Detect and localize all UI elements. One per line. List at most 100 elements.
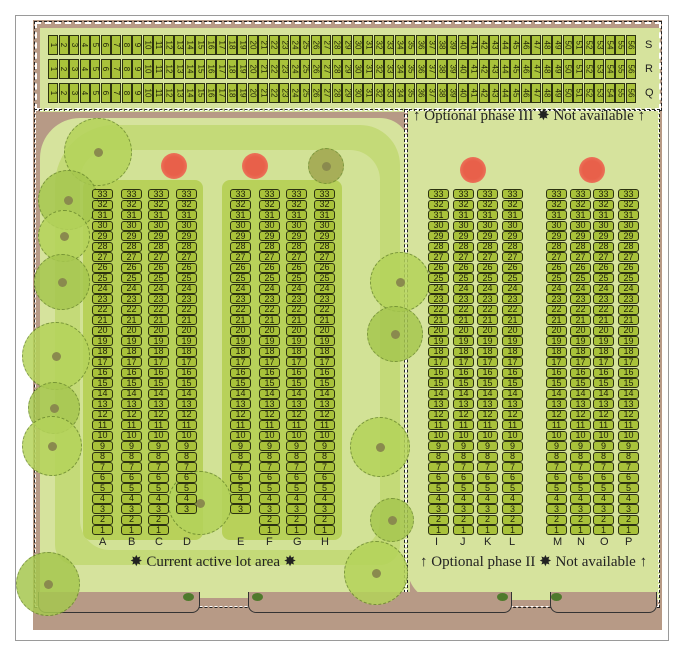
lot-L14[interactable]: 14 <box>502 388 523 399</box>
lot-Q32[interactable]: 32 <box>373 83 384 103</box>
lot-H26[interactable]: 26 <box>314 262 335 273</box>
lot-D19[interactable]: 19 <box>176 336 197 346</box>
lot-H33[interactable]: 33 <box>314 189 335 199</box>
lot-S6[interactable]: 6 <box>100 35 111 55</box>
lot-F17[interactable]: 17 <box>259 357 280 367</box>
lot-C12[interactable]: 12 <box>148 409 169 420</box>
lot-J4[interactable]: 4 <box>453 493 474 504</box>
lot-H31[interactable]: 31 <box>314 210 335 220</box>
lot-J15[interactable]: 15 <box>453 378 474 388</box>
lot-P9[interactable]: 9 <box>618 441 639 451</box>
lot-S24[interactable]: 24 <box>289 35 300 55</box>
lot-F1[interactable]: 1 <box>259 525 280 535</box>
lot-C16[interactable]: 16 <box>148 367 169 378</box>
lot-D30[interactable]: 30 <box>176 220 197 231</box>
lot-N13[interactable]: 13 <box>570 399 591 409</box>
lot-I9[interactable]: 9 <box>428 441 449 451</box>
lot-R1[interactable]: 1 <box>48 59 58 79</box>
lot-M24[interactable]: 24 <box>546 283 567 294</box>
lot-D22[interactable]: 22 <box>176 304 197 315</box>
lot-M4[interactable]: 4 <box>546 493 567 504</box>
lot-I4[interactable]: 4 <box>428 493 449 504</box>
lot-J29[interactable]: 29 <box>453 231 474 241</box>
lot-R15[interactable]: 15 <box>195 59 205 79</box>
lot-P2[interactable]: 2 <box>618 514 639 525</box>
lot-B25[interactable]: 25 <box>121 273 142 283</box>
lot-P19[interactable]: 19 <box>618 336 639 346</box>
lot-H3[interactable]: 3 <box>314 504 335 514</box>
lot-O23[interactable]: 23 <box>593 294 614 304</box>
lot-P6[interactable]: 6 <box>618 472 639 483</box>
lot-E6[interactable]: 6 <box>230 472 251 483</box>
lot-L2[interactable]: 2 <box>502 514 523 525</box>
lot-R46[interactable]: 46 <box>520 59 531 79</box>
lot-Q9[interactable]: 9 <box>132 83 142 103</box>
lot-P16[interactable]: 16 <box>618 367 639 378</box>
lot-G12[interactable]: 12 <box>286 409 307 420</box>
lot-F22[interactable]: 22 <box>259 304 280 315</box>
lot-F18[interactable]: 18 <box>259 346 280 357</box>
lot-B7[interactable]: 7 <box>121 462 142 472</box>
lot-H23[interactable]: 23 <box>314 294 335 304</box>
lot-E30[interactable]: 30 <box>230 220 251 231</box>
lot-E27[interactable]: 27 <box>230 252 251 262</box>
lot-R12[interactable]: 12 <box>163 59 174 79</box>
lot-R8[interactable]: 8 <box>121 59 132 79</box>
lot-R5[interactable]: 5 <box>90 59 100 79</box>
lot-R31[interactable]: 31 <box>363 59 373 79</box>
lot-J31[interactable]: 31 <box>453 210 474 220</box>
lot-N23[interactable]: 23 <box>570 294 591 304</box>
lot-P18[interactable]: 18 <box>618 346 639 357</box>
lot-F16[interactable]: 16 <box>259 367 280 378</box>
lot-K10[interactable]: 10 <box>477 430 498 441</box>
lot-M27[interactable]: 27 <box>546 252 567 262</box>
lot-G19[interactable]: 19 <box>286 336 307 346</box>
lot-S43[interactable]: 43 <box>489 35 499 55</box>
lot-H6[interactable]: 6 <box>314 472 335 483</box>
lot-O12[interactable]: 12 <box>593 409 614 420</box>
lot-C1[interactable]: 1 <box>148 525 169 535</box>
lot-F3[interactable]: 3 <box>259 504 280 514</box>
lot-R36[interactable]: 36 <box>415 59 426 79</box>
lot-G2[interactable]: 2 <box>286 514 307 525</box>
lot-M22[interactable]: 22 <box>546 304 567 315</box>
lot-Q27[interactable]: 27 <box>321 83 331 103</box>
lot-D29[interactable]: 29 <box>176 231 197 241</box>
lot-S21[interactable]: 21 <box>258 35 268 55</box>
lot-L24[interactable]: 24 <box>502 283 523 294</box>
lot-D4[interactable]: 4 <box>176 493 197 504</box>
lot-K1[interactable]: 1 <box>477 525 498 535</box>
lot-H12[interactable]: 12 <box>314 409 335 420</box>
lot-F23[interactable]: 23 <box>259 294 280 304</box>
lot-R44[interactable]: 44 <box>499 59 510 79</box>
lot-N27[interactable]: 27 <box>570 252 591 262</box>
lot-C13[interactable]: 13 <box>148 399 169 409</box>
lot-G11[interactable]: 11 <box>286 420 307 430</box>
lot-K16[interactable]: 16 <box>477 367 498 378</box>
lot-K21[interactable]: 21 <box>477 315 498 325</box>
lot-K29[interactable]: 29 <box>477 231 498 241</box>
lot-L5[interactable]: 5 <box>502 483 523 493</box>
lot-F27[interactable]: 27 <box>259 252 280 262</box>
lot-E22[interactable]: 22 <box>230 304 251 315</box>
lot-P20[interactable]: 20 <box>618 325 639 336</box>
lot-S2[interactable]: 2 <box>58 35 69 55</box>
lot-B6[interactable]: 6 <box>121 472 142 483</box>
lot-K6[interactable]: 6 <box>477 472 498 483</box>
lot-Q26[interactable]: 26 <box>310 83 321 103</box>
lot-S17[interactable]: 17 <box>216 35 226 55</box>
lot-B32[interactable]: 32 <box>121 199 142 210</box>
lot-D31[interactable]: 31 <box>176 210 197 220</box>
lot-O32[interactable]: 32 <box>593 199 614 210</box>
lot-G21[interactable]: 21 <box>286 315 307 325</box>
lot-Q34[interactable]: 34 <box>394 83 405 103</box>
lot-Q13[interactable]: 13 <box>174 83 184 103</box>
lot-S36[interactable]: 36 <box>415 35 426 55</box>
lot-Q40[interactable]: 40 <box>457 83 468 103</box>
lot-P1[interactable]: 1 <box>618 525 639 535</box>
lot-B28[interactable]: 28 <box>121 241 142 252</box>
lot-D21[interactable]: 21 <box>176 315 197 325</box>
lot-A4[interactable]: 4 <box>92 493 113 504</box>
lot-M1[interactable]: 1 <box>546 525 567 535</box>
lot-Q15[interactable]: 15 <box>195 83 205 103</box>
